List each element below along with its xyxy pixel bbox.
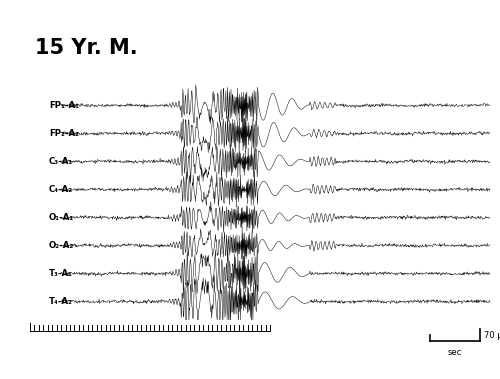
- Text: T₃-A₁: T₃-A₁: [49, 269, 73, 278]
- Text: Source: Semin Neurol © 2003 Thieme Medical Publishers: Source: Semin Neurol © 2003 Thieme Medic…: [140, 363, 360, 372]
- Text: ®: ®: [62, 12, 70, 17]
- Text: O₁-A₁: O₁-A₁: [49, 213, 74, 222]
- Text: 70 μv.: 70 μv.: [484, 331, 500, 340]
- Text: sec: sec: [448, 348, 462, 357]
- Text: C₃-A₁: C₃-A₁: [49, 157, 73, 166]
- Text: C₄-A₂: C₄-A₂: [49, 185, 73, 194]
- Text: 15 Yr. M.: 15 Yr. M.: [35, 38, 138, 58]
- Text: FP₂-A₂: FP₂-A₂: [49, 129, 79, 138]
- Text: Medscape: Medscape: [12, 7, 70, 16]
- Text: O₂-A₂: O₂-A₂: [49, 241, 74, 250]
- Text: T₄-A₂: T₄-A₂: [49, 297, 73, 306]
- Text: www.medscape.com: www.medscape.com: [160, 6, 260, 17]
- Text: FP₁-A₁: FP₁-A₁: [49, 101, 79, 110]
